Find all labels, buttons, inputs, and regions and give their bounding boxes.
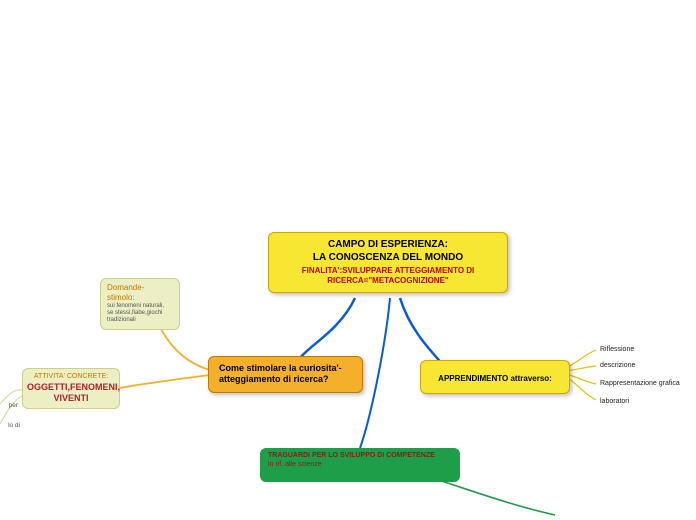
fragment-lo-di: lo di bbox=[0, 422, 20, 430]
attivita-line3: VIVENTI bbox=[27, 393, 115, 404]
domande-title2: stimolo: bbox=[107, 293, 173, 303]
traguardi-line1: TRAGUARDI PER LO SVILUPPO DI COMPETENZE bbox=[268, 452, 452, 461]
leaf-riflessione[interactable]: Riflessione bbox=[600, 346, 634, 353]
domande-body3: tradizionali bbox=[107, 317, 173, 324]
attivita-node[interactable]: ATTIVITA' CONCRETE: OGGETTI,FENOMENI, VI… bbox=[22, 368, 120, 409]
attivita-line1: ATTIVITA' CONCRETE: bbox=[27, 373, 115, 382]
root-sub-2: RICERCA="METACOGNIZIONE" bbox=[279, 276, 497, 286]
traguardi-node[interactable]: TRAGUARDI PER LO SVILUPPO DI COMPETENZE … bbox=[260, 448, 460, 482]
domande-body2: se stessi,fiabe,giochi bbox=[107, 310, 173, 317]
domande-body1: sui fenomeni naturali, bbox=[107, 303, 173, 310]
domande-node[interactable]: Domande- stimolo: sui fenomeni naturali,… bbox=[100, 278, 180, 330]
curiosita-line1: Come stimolare la curiosita'- bbox=[219, 363, 352, 374]
root-node[interactable]: CAMPO DI ESPERIENZA: LA CONOSCENZA DEL M… bbox=[268, 232, 508, 293]
root-title-2: LA CONOSCENZA DEL MONDO bbox=[279, 252, 497, 265]
fragment-per: per bbox=[0, 402, 18, 410]
traguardi-line2: in rif. alle scienze bbox=[268, 461, 452, 470]
apprendimento-label: APPRENDIMENTO attraverso: bbox=[438, 374, 552, 383]
leaf-laboratori[interactable]: laboratori bbox=[600, 398, 629, 405]
leaf-rappresentazione[interactable]: Rappresentazione grafica bbox=[600, 380, 680, 387]
apprendimento-node[interactable]: APPRENDIMENTO attraverso: bbox=[420, 360, 570, 394]
domande-title: Domande- bbox=[107, 283, 173, 293]
root-sub-1: FINALITA':SVILUPPARE ATTEGGIAMENTO DI bbox=[279, 266, 497, 276]
attivita-line2: OGGETTI,FENOMENI, bbox=[27, 382, 115, 393]
curiosita-line2: atteggiamento di ricerca? bbox=[219, 374, 352, 385]
curiosita-node[interactable]: Come stimolare la curiosita'- atteggiame… bbox=[208, 356, 363, 393]
root-title-1: CAMPO DI ESPERIENZA: bbox=[279, 239, 497, 252]
leaf-descrizione[interactable]: descrizione bbox=[600, 362, 635, 369]
